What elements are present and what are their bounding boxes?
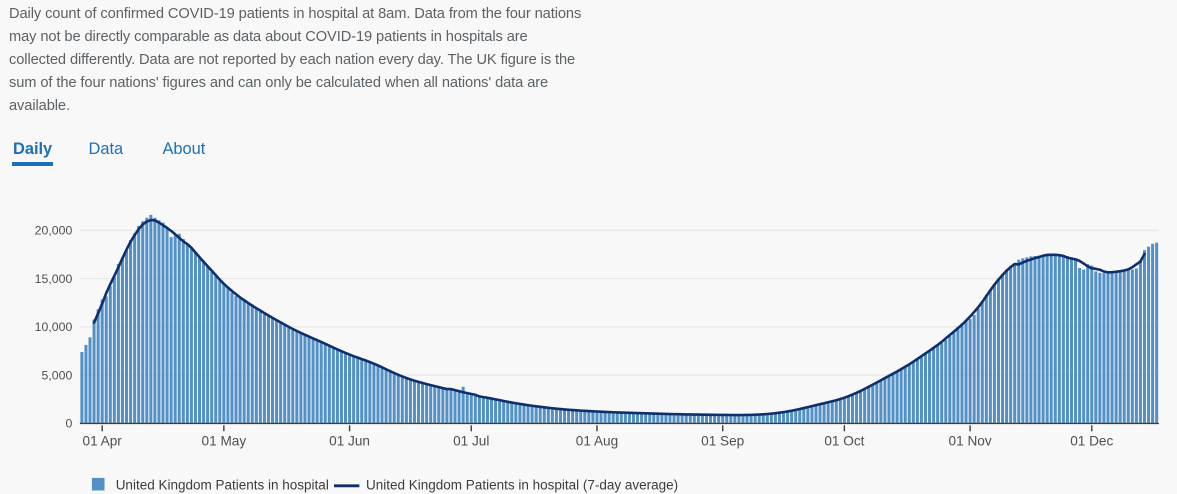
svg-text:01 Aug: 01 Aug: [576, 434, 618, 449]
svg-text:15,000: 15,000: [35, 272, 73, 286]
svg-text:01 Sep: 01 Sep: [701, 434, 744, 449]
svg-text:20,000: 20,000: [35, 224, 73, 238]
svg-text:01 Oct: 01 Oct: [824, 434, 864, 449]
svg-text:United Kingdom Patients in hos: United Kingdom Patients in hospital: [116, 478, 329, 493]
svg-text:01 May: 01 May: [202, 434, 247, 449]
svg-text:10,000: 10,000: [35, 320, 73, 334]
svg-text:01 Jun: 01 Jun: [329, 434, 370, 449]
svg-text:0: 0: [65, 417, 72, 431]
svg-text:5,000: 5,000: [42, 368, 73, 382]
svg-text:01 Apr: 01 Apr: [83, 434, 123, 449]
svg-text:United Kingdom Patients in hos: United Kingdom Patients in hospital (7-d…: [366, 478, 678, 493]
svg-text:01 Nov: 01 Nov: [949, 434, 992, 449]
svg-text:01 Jul: 01 Jul: [453, 434, 489, 449]
svg-text:01 Dec: 01 Dec: [1070, 434, 1113, 449]
